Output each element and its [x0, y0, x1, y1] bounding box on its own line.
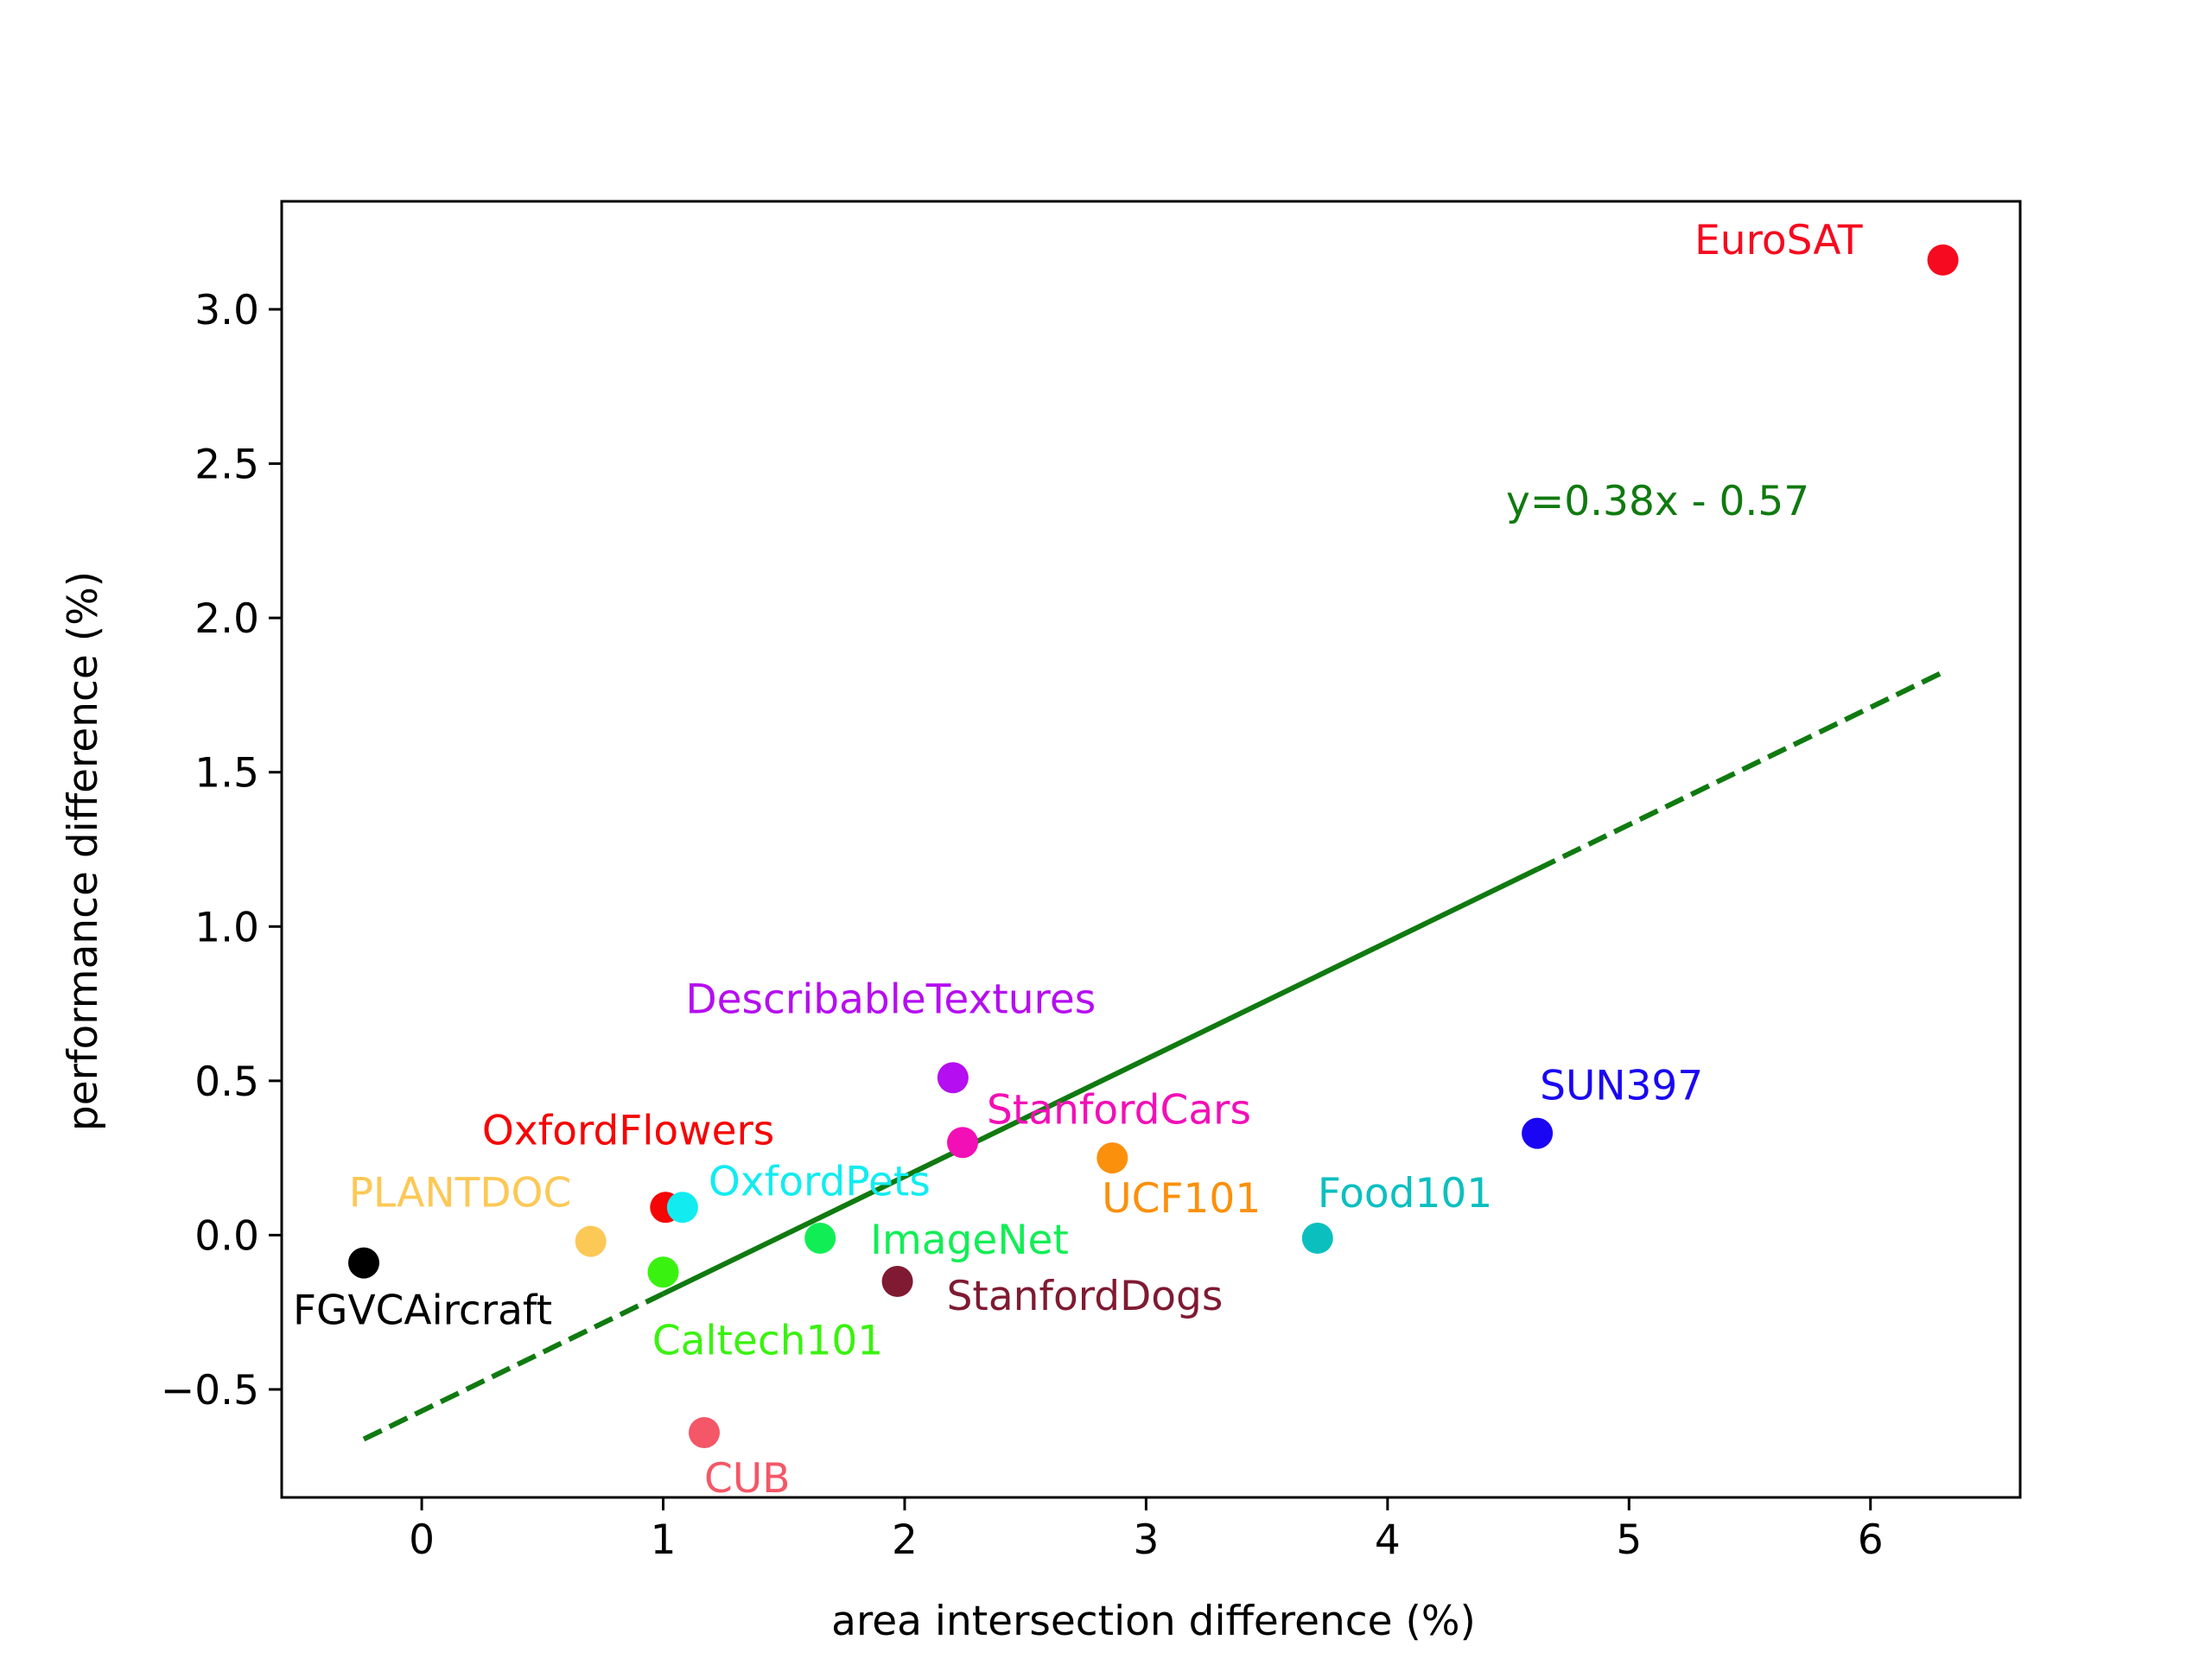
point-sun397 — [1522, 1117, 1554, 1149]
point-food101 — [1301, 1223, 1333, 1254]
point-label-imagenet: ImageNet — [870, 1217, 1069, 1264]
x-tick-label: 0 — [409, 1516, 435, 1564]
y-tick-label: 2.0 — [194, 595, 259, 643]
point-cub — [689, 1417, 721, 1448]
point-label-caltech101: Caltech101 — [652, 1317, 883, 1364]
point-label-stanfordcars: StanfordCars — [987, 1086, 1251, 1134]
y-tick-label: 0.5 — [194, 1058, 259, 1106]
points-group — [348, 244, 1959, 1448]
point-label-cub: CUB — [704, 1455, 790, 1503]
point-label-ucf101: UCF101 — [1102, 1175, 1261, 1223]
x-tick-label: 1 — [651, 1516, 677, 1564]
point-describabletextures — [937, 1062, 969, 1094]
y-axis-label: performance difference (%) — [60, 571, 107, 1131]
trendline-equation-label: y=0.38x - 0.57 — [1506, 478, 1809, 525]
point-eurosat — [1927, 244, 1959, 276]
point-label-plantdoc: PLANTDOC — [349, 1170, 572, 1217]
x-tick-label: 2 — [892, 1516, 918, 1564]
x-tick-label: 6 — [1858, 1516, 1884, 1564]
point-label-food101: Food101 — [1318, 1170, 1492, 1217]
y-tick-label: 3.0 — [194, 287, 259, 334]
y-tick-label: −0.5 — [161, 1367, 259, 1414]
point-label-sun397: SUN397 — [1540, 1063, 1703, 1110]
trendline-group — [362, 670, 1944, 1442]
point-fgvcaircraft — [348, 1247, 380, 1279]
point-labels-group: EuroSAT SUN397 DescribableTextures Stanford… — [293, 217, 1863, 1503]
point-plantdoc — [575, 1225, 607, 1257]
trendline-dashed-right — [1535, 670, 1944, 872]
point-label-fgvcaircraft: FGVCAircraft — [293, 1287, 552, 1335]
axes-group: 0 1 2 3 4 5 6 −0.5 0.0 0.5 1.0 1.5 2.0 2.5 3.0 — [161, 200, 2022, 1564]
point-label-oxfordflowers: OxfordFlowers — [482, 1107, 774, 1154]
x-axis-label: area intersection difference (%) — [831, 1598, 1476, 1645]
y-tick-label: 2.5 — [194, 442, 259, 489]
trendline-solid — [662, 867, 1539, 1296]
point-ucf101 — [1096, 1142, 1128, 1174]
x-tick-label: 4 — [1375, 1516, 1401, 1564]
point-stanforddogs — [881, 1266, 913, 1297]
point-label-stanforddogs: StanfordDogs — [947, 1273, 1224, 1320]
y-tick-label: 0.0 — [194, 1212, 259, 1260]
point-label-describabletextures: DescribableTextures — [685, 976, 1096, 1023]
y-tick-label: 1.0 — [194, 904, 259, 951]
point-caltech101 — [647, 1256, 679, 1288]
x-tick-label: 5 — [1616, 1516, 1642, 1564]
plot-frame — [280, 200, 2022, 1499]
point-oxfordpets — [666, 1192, 698, 1224]
point-label-oxfordpets: OxfordPets — [709, 1158, 931, 1205]
point-imagenet — [804, 1223, 836, 1254]
point-stanfordcars — [947, 1127, 979, 1159]
point-label-eurosat: EuroSAT — [1694, 217, 1863, 264]
y-tick-label: 1.5 — [194, 750, 259, 798]
x-tick-label: 3 — [1133, 1516, 1159, 1564]
